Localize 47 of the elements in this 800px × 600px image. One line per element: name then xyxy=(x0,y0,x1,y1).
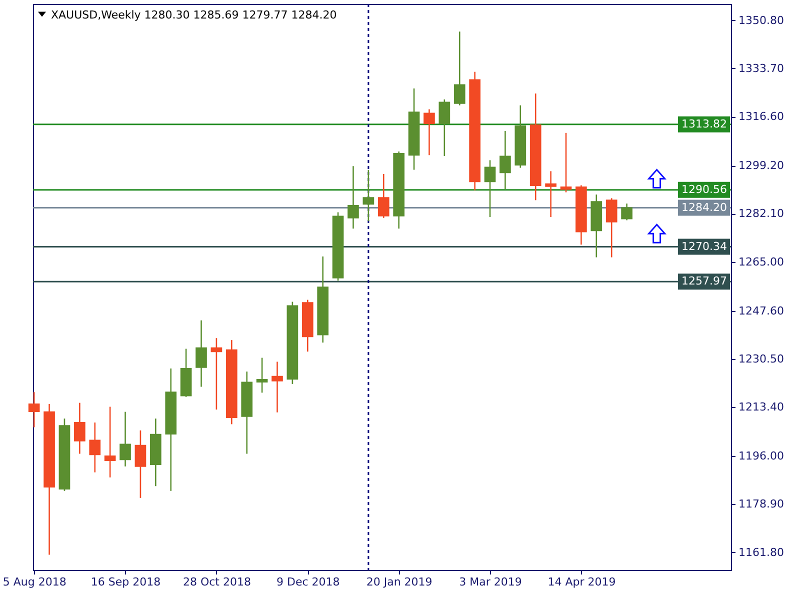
ref-line-label: 1290.56 xyxy=(682,182,727,196)
y-tick-label: 1265.00 xyxy=(738,255,784,268)
candlestick xyxy=(256,357,268,394)
y-tick-label: 1213.40 xyxy=(738,400,784,414)
candlestick xyxy=(74,402,86,454)
y-tick-label: 1282.10 xyxy=(738,207,784,220)
y-tick-label: 1333.70 xyxy=(738,62,784,75)
x-tick-label: 14 Apr 2019 xyxy=(548,576,616,588)
candlestick xyxy=(484,160,496,218)
candlestick xyxy=(362,169,374,222)
candlestick xyxy=(621,202,632,221)
x-tick-label: 28 Oct 2018 xyxy=(182,576,251,588)
ref-line-label: 1270.34 xyxy=(682,240,727,253)
candlestick xyxy=(424,108,435,156)
candlestick xyxy=(89,422,101,473)
candlestick xyxy=(272,361,283,414)
candlestick xyxy=(378,173,390,219)
y-tick-label: 1196.00 xyxy=(738,450,784,463)
y-tick-label: 1316.60 xyxy=(738,110,784,124)
candlestick xyxy=(196,320,207,388)
ref-line-label: 1313.82 xyxy=(682,117,727,130)
y-tick-label: 1178.90 xyxy=(738,498,784,511)
chart-title: XAUUSD,Weekly 1280.30 1285.69 1279.77 1284.20 xyxy=(51,8,337,22)
candlestick xyxy=(438,98,450,157)
candlestick xyxy=(560,132,572,193)
ref-line-label: 1257.97 xyxy=(682,274,727,288)
y-tick-label: 1299.20 xyxy=(738,159,784,172)
candlestick xyxy=(545,170,556,218)
x-tick-label: 9 Dec 2018 xyxy=(276,576,340,588)
x-tick-label: 5 Aug 2018 xyxy=(2,576,66,588)
y-tick-label: 1161.80 xyxy=(738,546,784,559)
candlestick xyxy=(120,411,131,468)
candlestick xyxy=(454,30,466,106)
candlestick xyxy=(348,165,359,230)
y-tick-label: 1350.80 xyxy=(738,14,784,27)
ref-line-label: 1284.20 xyxy=(682,200,727,214)
candlestick xyxy=(606,198,618,258)
candlestick xyxy=(500,130,511,190)
x-tick-label: 3 Mar 2019 xyxy=(459,576,522,588)
candlestick xyxy=(28,391,40,428)
candlestick xyxy=(104,406,116,478)
y-tick-label: 1247.60 xyxy=(738,304,784,318)
y-tick-label: 1230.50 xyxy=(738,352,784,366)
x-tick-label: 16 Sep 2018 xyxy=(90,576,161,588)
candlestick xyxy=(210,337,222,410)
x-tick-label: 20 Jan 2019 xyxy=(366,576,432,588)
candlestick xyxy=(134,430,146,499)
